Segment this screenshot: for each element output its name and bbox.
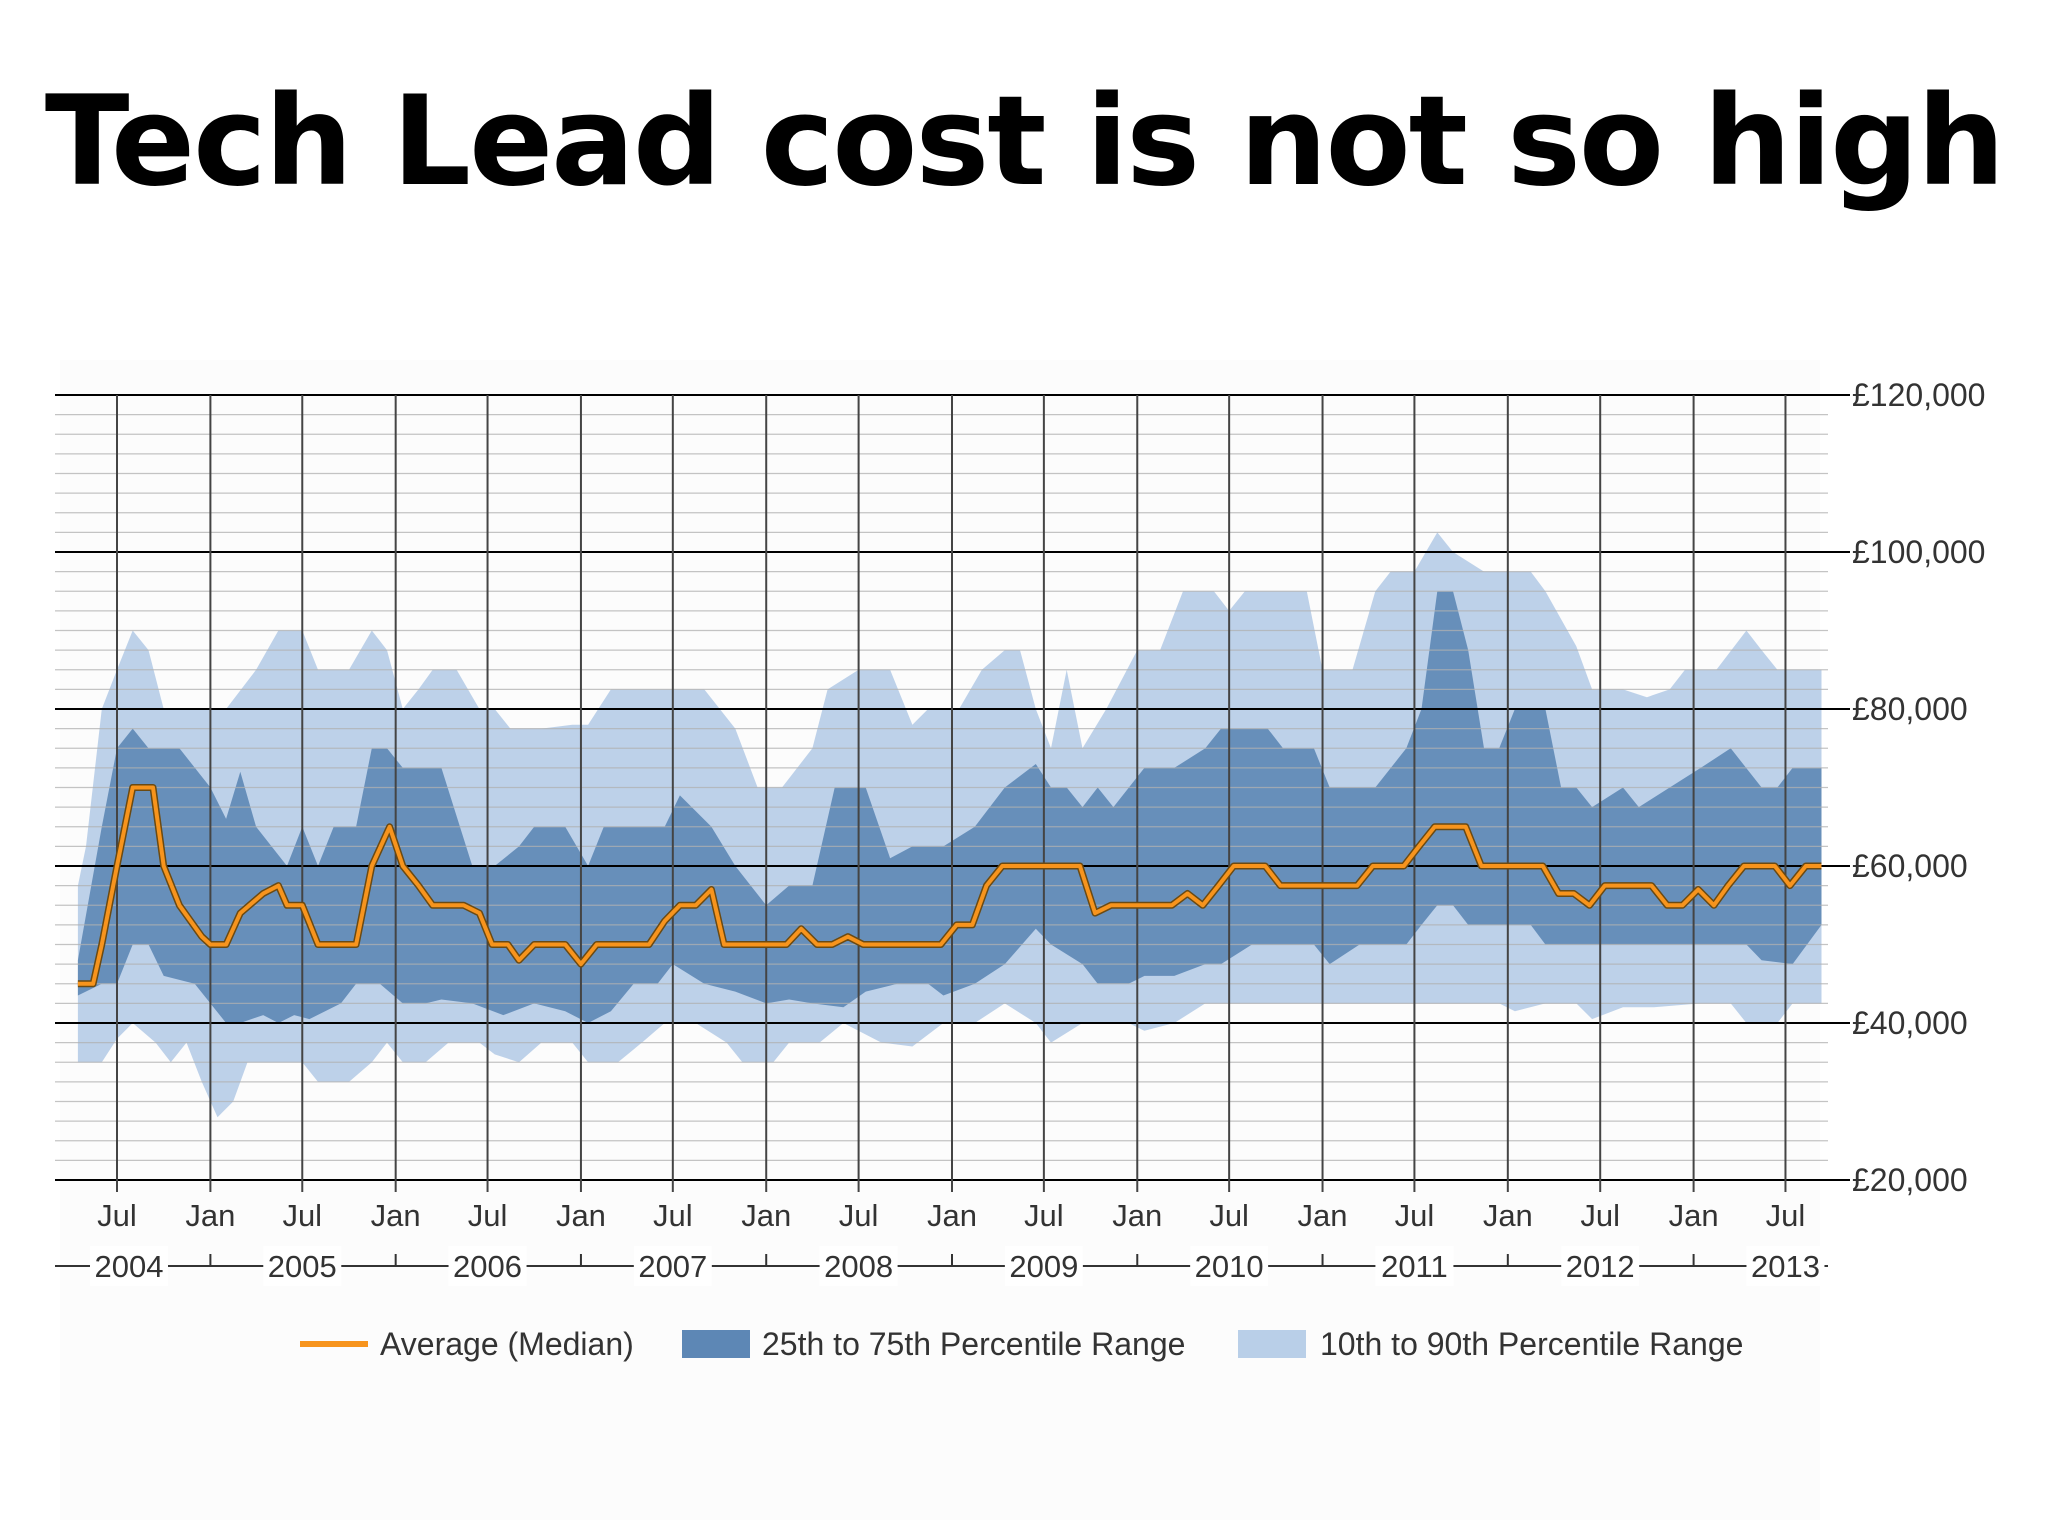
x-month-label: Jan bbox=[185, 1198, 235, 1233]
x-year-label: 2010 bbox=[1195, 1249, 1264, 1284]
x-month-label: Jul bbox=[1024, 1198, 1064, 1233]
x-month-label: Jan bbox=[371, 1198, 421, 1233]
y-tick-label: £60,000 bbox=[1852, 848, 1968, 884]
x-month-label: Jan bbox=[927, 1198, 977, 1233]
year-label-bg bbox=[448, 1246, 527, 1286]
x-month-label: Jan bbox=[556, 1198, 606, 1233]
year-label-bg bbox=[1190, 1246, 1269, 1286]
x-month-label: Jul bbox=[653, 1198, 693, 1233]
x-month-label: Jan bbox=[1669, 1198, 1719, 1233]
x-year-label: 2008 bbox=[824, 1249, 893, 1284]
x-month-label: Jan bbox=[1298, 1198, 1348, 1233]
x-month-label: Jul bbox=[1395, 1198, 1435, 1233]
legend-p25-p75-label: 25th to 75th Percentile Range bbox=[762, 1326, 1185, 1362]
slide-title: Tech Lead cost is not so high bbox=[44, 70, 2005, 214]
year-label-bg bbox=[1375, 1246, 1454, 1286]
x-year-label: 2004 bbox=[95, 1249, 164, 1284]
x-year-label: 2009 bbox=[1009, 1249, 1078, 1284]
x-year-label: 2013 bbox=[1751, 1249, 1820, 1284]
x-month-label: Jul bbox=[97, 1198, 137, 1233]
axis-layer: £20,000 £40,000 £60,000 £80,000 £100,000 £120… bbox=[55, 377, 1985, 1286]
x-month-label: Jul bbox=[468, 1198, 508, 1233]
legend-p10-p90-label: 10th to 90th Percentile Range bbox=[1320, 1326, 1743, 1362]
x-month-label: Jul bbox=[839, 1198, 879, 1233]
y-tick-label: £40,000 bbox=[1852, 1005, 1968, 1041]
year-label-bg bbox=[1561, 1246, 1640, 1286]
year-label-bg bbox=[1004, 1246, 1083, 1286]
x-year-label: 2005 bbox=[268, 1249, 337, 1284]
p25-p75-band bbox=[77, 591, 1822, 1023]
x-year-label: 2011 bbox=[1381, 1249, 1448, 1284]
y-tick-label: £100,000 bbox=[1852, 534, 1985, 570]
year-label-bg bbox=[633, 1246, 712, 1286]
x-year-label: 2006 bbox=[453, 1249, 522, 1284]
y-tick-label: £20,000 bbox=[1852, 1162, 1968, 1198]
year-label-bg bbox=[90, 1246, 168, 1286]
y-tick-label: £120,000 bbox=[1852, 377, 1985, 413]
legend-median-label: Average (Median) bbox=[380, 1326, 634, 1362]
year-label-bg bbox=[1746, 1246, 1825, 1286]
year-label-bg bbox=[263, 1246, 342, 1286]
x-month-label: Jul bbox=[282, 1198, 322, 1233]
legend: Average (Median) 25th to 75th Percentile … bbox=[300, 1326, 1743, 1362]
x-month-label: Jan bbox=[1483, 1198, 1533, 1233]
y-tick-label: £80,000 bbox=[1852, 691, 1968, 727]
median-line bbox=[77, 785, 1822, 986]
legend-p10-p90-swatch bbox=[1238, 1330, 1306, 1358]
x-month-label: Jan bbox=[741, 1198, 791, 1233]
legend-p25-p75-swatch bbox=[682, 1330, 750, 1358]
year-label-bg bbox=[819, 1246, 898, 1286]
band-layer bbox=[77, 532, 1822, 1118]
x-month-label: Jan bbox=[1112, 1198, 1162, 1233]
median-layer bbox=[77, 784, 1822, 988]
x-month-label: Jul bbox=[1209, 1198, 1249, 1233]
x-month-label: Jul bbox=[1766, 1198, 1806, 1233]
x-month-label: Jul bbox=[1580, 1198, 1620, 1233]
x-year-label: 2007 bbox=[638, 1249, 707, 1284]
x-year-label: 2012 bbox=[1566, 1249, 1635, 1284]
grid-layer bbox=[55, 394, 1850, 1192]
